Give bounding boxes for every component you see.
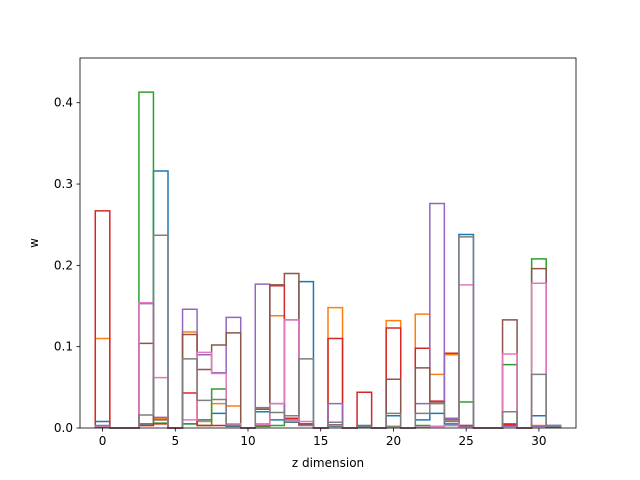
y-tick-label-4: 0.4 [54,96,73,110]
x-axis: 0 5 10 15 20 25 30 [99,428,547,448]
y-tick-label-3: 0.3 [54,177,73,191]
x-tick-label-5: 25 [459,434,474,448]
x-tick-label-1: 5 [171,434,179,448]
x-tick-label-6: 30 [531,434,546,448]
y-tick-label-2: 0.2 [54,258,73,272]
y-tick-label-1: 0.1 [54,340,73,354]
plot-frame [79,57,577,429]
x-tick-label-4: 20 [386,434,401,448]
x-tick-label-3: 15 [313,434,328,448]
y-axis-label: w [27,238,41,248]
x-axis-label: z dimension [292,456,364,470]
y-tick-label-0: 0.0 [54,421,73,435]
y-axis: 0.0 0.1 0.2 0.3 0.4 [54,96,80,435]
x-tick-label-2: 10 [240,434,255,448]
x-tick-label-0: 0 [99,434,107,448]
